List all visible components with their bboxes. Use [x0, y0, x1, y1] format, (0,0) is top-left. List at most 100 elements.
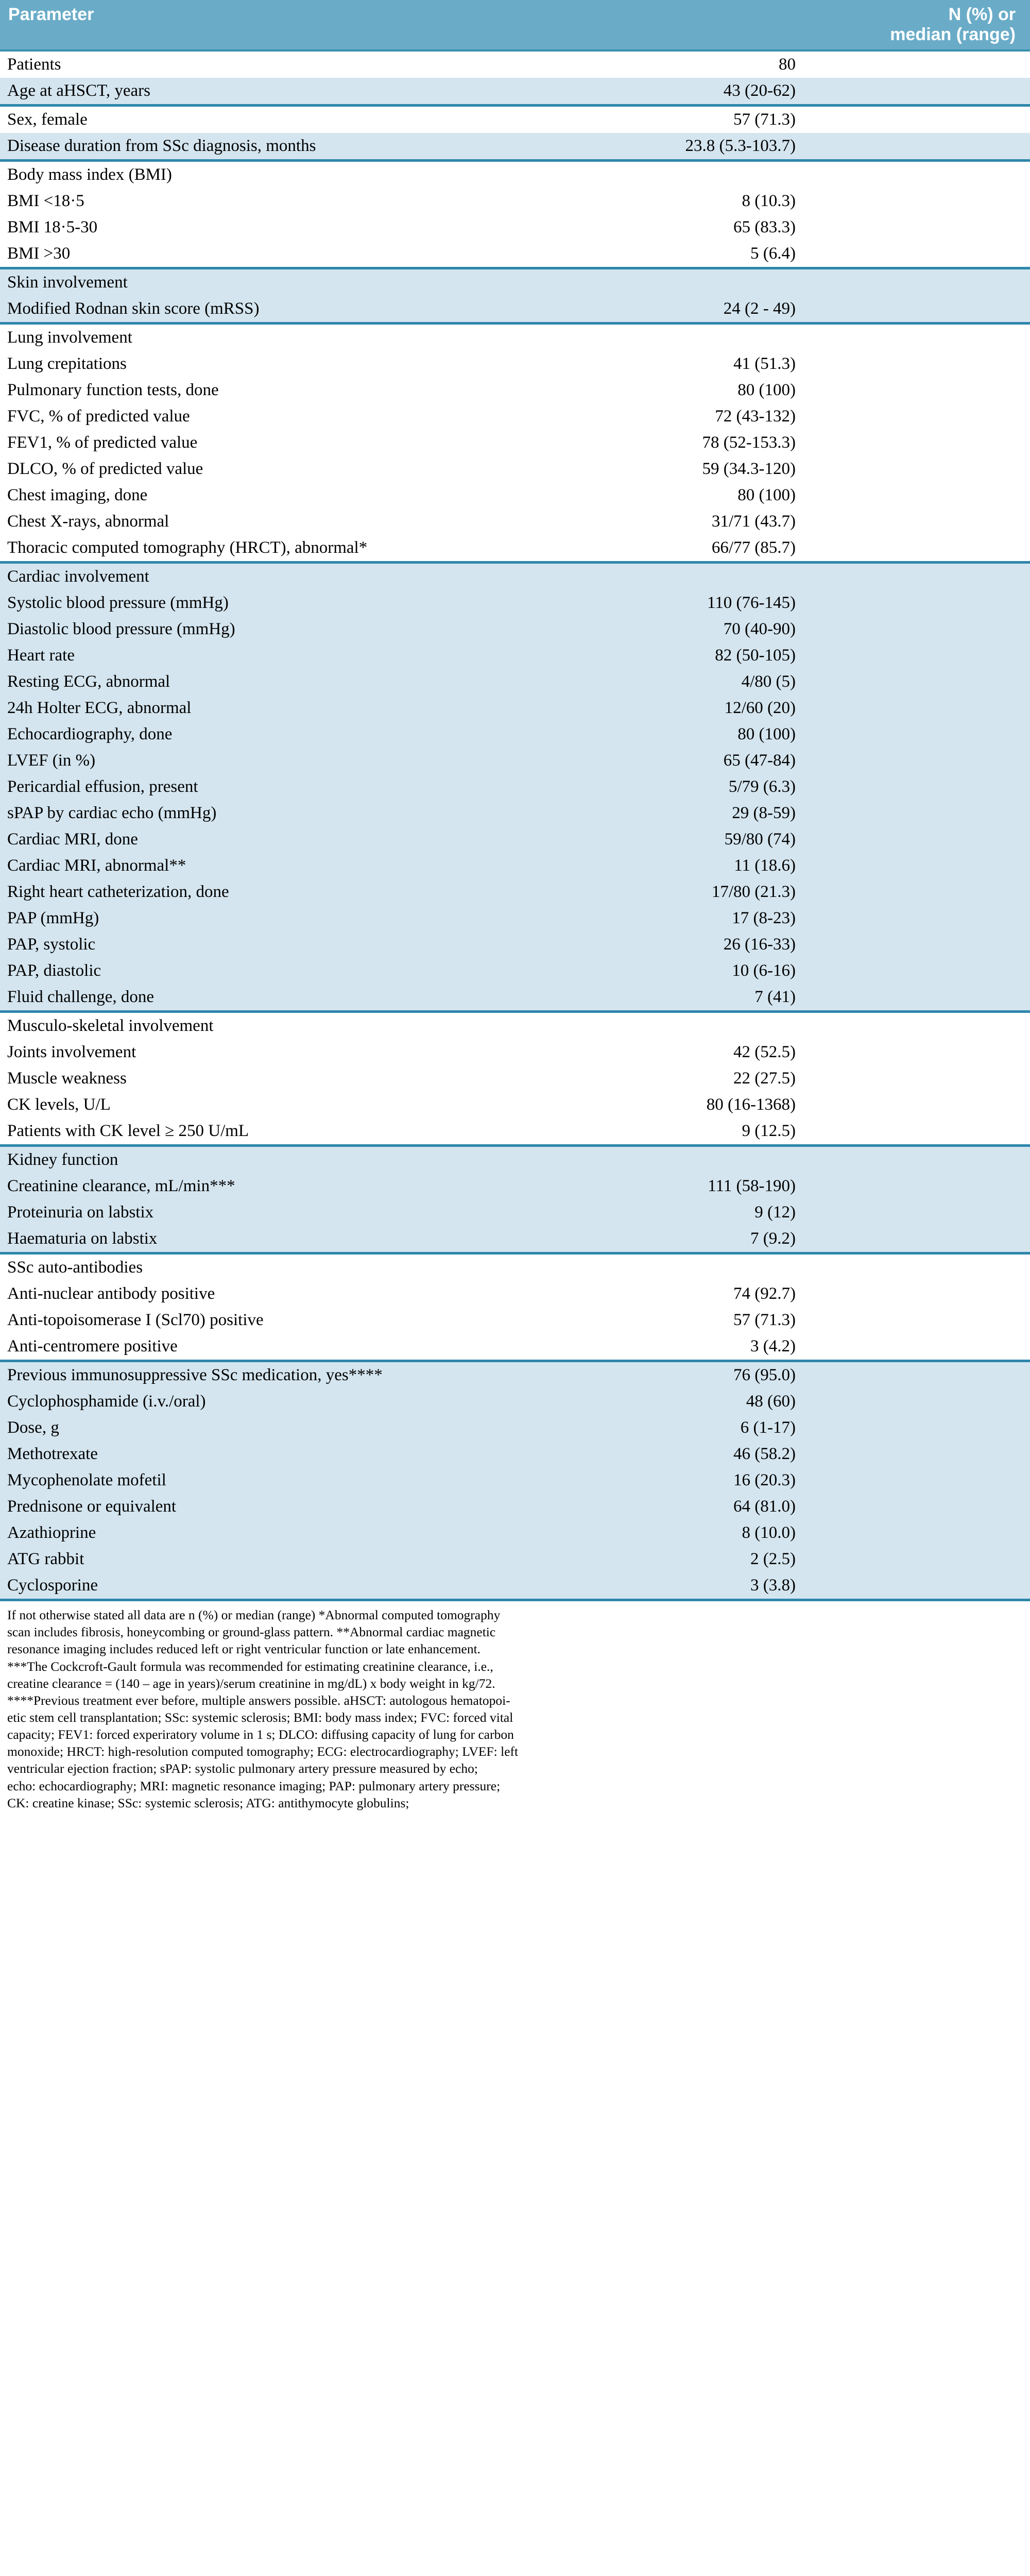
row-parameter-label: Chest imaging, done: [0, 482, 651, 509]
row-value: 80: [651, 50, 1030, 78]
row-parameter-label: Sex, female: [0, 105, 651, 133]
table-row: Anti-centromere positive 3 (4.2): [0, 1333, 1030, 1363]
row-value: 17/80 (21.3): [651, 879, 1030, 906]
table-row: Skin involvement: [0, 268, 1030, 296]
row-value: 24 (2 - 49): [651, 296, 1030, 325]
row-value: 65 (47-84): [651, 748, 1030, 774]
table-row: Previous immunosuppressive SSc medicatio…: [0, 1361, 1030, 1389]
row-parameter-label: Heart rate: [0, 642, 651, 669]
row-value: 9 (12): [651, 1199, 1030, 1226]
row-parameter-label: Anti-centromere positive: [0, 1333, 651, 1363]
row-parameter-label: Methotrexate: [0, 1441, 651, 1468]
footnote-line-9: monoxide; HRCT: high-resolution computed…: [7, 1744, 519, 1759]
row-value: 23.8 (5.3-103.7): [651, 133, 1030, 162]
table-row: Age at aHSCT, years 43 (20-62): [0, 78, 1030, 107]
row-value: 65 (83.3): [651, 214, 1030, 241]
row-parameter-label: Lung crepitations: [0, 351, 651, 378]
table-row: PAP (mmHg) 17 (8-23): [0, 905, 1030, 932]
row-parameter-label: Azathioprine: [0, 1520, 651, 1547]
footnote-line-7: etic stem cell transplantation; SSc: sys…: [7, 1710, 513, 1725]
footnote-line-11: echo: echocardiography; MRI: magnetic re…: [7, 1778, 501, 1793]
row-value: [651, 1145, 1030, 1174]
row-parameter-label: Creatinine clearance, mL/min***: [0, 1173, 651, 1200]
table-row: Lung involvement: [0, 323, 1030, 351]
row-parameter-label: Cyclophosphamide (i.v./oral): [0, 1388, 651, 1415]
row-parameter-label: Echocardiography, done: [0, 721, 651, 748]
row-parameter-label: Diastolic blood pressure (mmHg): [0, 616, 651, 643]
row-value: 57 (71.3): [651, 105, 1030, 133]
row-parameter-label: Disease duration from SSc diagnosis, mon…: [0, 133, 651, 162]
table-body: Patients 80 Age at aHSCT, years 43 (20-62) S…: [0, 50, 1030, 1602]
row-value: 74 (92.7): [651, 1281, 1030, 1308]
row-parameter-label: Joints involvement: [0, 1039, 651, 1066]
footnote-line-10: ventricular ejection fraction; sPAP: sys…: [7, 1761, 478, 1776]
row-value: 70 (40-90): [651, 616, 1030, 643]
row-value: 57 (71.3): [651, 1307, 1030, 1334]
row-parameter-label: Cardiac MRI, abnormal**: [0, 853, 651, 879]
row-parameter-label: PAP, systolic: [0, 931, 651, 958]
row-parameter-label: FEV1, % of predicted value: [0, 430, 651, 456]
row-parameter-label: LVEF (in %): [0, 748, 651, 774]
row-value: 8 (10.0): [651, 1520, 1030, 1547]
table-row: SSc auto-antibodies: [0, 1253, 1030, 1281]
row-parameter-label: sPAP by cardiac echo (mmHg): [0, 800, 651, 827]
row-value: 10 (6-16): [651, 958, 1030, 985]
table-row: Prednisone or equivalent 64 (81.0): [0, 1494, 1030, 1520]
row-value: 80 (16-1368): [651, 1092, 1030, 1118]
footnote-line-4: ***The Cockcroft-Gault formula was recom…: [7, 1658, 493, 1674]
row-parameter-label: Pulmonary function tests, done: [0, 377, 651, 404]
table-row: BMI >30 5 (6.4): [0, 241, 1030, 270]
row-parameter-label: Cardiac MRI, done: [0, 826, 651, 853]
row-value: 8 (10.3): [651, 188, 1030, 215]
row-value: 2 (2.5): [651, 1546, 1030, 1573]
table-row: LVEF (in %) 65 (47-84): [0, 748, 1030, 774]
table-row: 24h Holter ECG, abnormal 12/60 (20): [0, 695, 1030, 722]
table-row: Kidney function: [0, 1145, 1030, 1174]
row-value: 9 (12.5): [651, 1118, 1030, 1147]
table-row: PAP, diastolic 10 (6-16): [0, 958, 1030, 985]
row-parameter-label: CK levels, U/L: [0, 1092, 651, 1118]
table-row: Anti-topoisomerase I (Scl70) positive 57 …: [0, 1307, 1030, 1334]
table-row: Fluid challenge, done 7 (41): [0, 984, 1030, 1013]
row-value: [651, 323, 1030, 351]
table-footnote: If not otherwise stated all data are n (…: [0, 1601, 1030, 1819]
column-header-value: N (%) or median (range): [651, 0, 1030, 51]
row-parameter-label: Fluid challenge, done: [0, 984, 651, 1013]
row-value: 29 (8-59): [651, 800, 1030, 827]
row-parameter-label: ATG rabbit: [0, 1546, 651, 1573]
row-parameter-label: BMI >30: [0, 241, 651, 270]
table-row: Heart rate 82 (50-105): [0, 642, 1030, 669]
row-parameter-label: Kidney function: [0, 1145, 651, 1174]
row-parameter-label: Haematuria on labstix: [0, 1226, 651, 1255]
row-parameter-label: Dose, g: [0, 1415, 651, 1442]
row-value: 12/60 (20): [651, 695, 1030, 722]
table-row: BMI 18·5-30 65 (83.3): [0, 214, 1030, 241]
row-value: 80 (100): [651, 721, 1030, 748]
table-row: Diastolic blood pressure (mmHg) 70 (40-90…: [0, 616, 1030, 643]
table-row: Cardiac MRI, abnormal** 11 (18.6): [0, 853, 1030, 879]
row-value: 80 (100): [651, 482, 1030, 509]
footnote-line-1: If not otherwise stated all data are n (…: [7, 1607, 501, 1623]
row-parameter-label: Modified Rodnan skin score (mRSS): [0, 296, 651, 325]
row-value: 3 (3.8): [651, 1572, 1030, 1602]
column-header-parameter: Parameter: [0, 0, 651, 51]
row-parameter-label: BMI <18·5: [0, 188, 651, 215]
row-parameter-label: PAP (mmHg): [0, 905, 651, 932]
table-row: Right heart catheterization, done 17/80 (…: [0, 879, 1030, 906]
row-parameter-label: Pericardial effusion, present: [0, 774, 651, 801]
row-parameter-label: Cyclosporine: [0, 1572, 651, 1602]
row-parameter-label: Anti-topoisomerase I (Scl70) positive: [0, 1307, 651, 1334]
table-row: Azathioprine 8 (10.0): [0, 1520, 1030, 1547]
row-parameter-label: Muscle weakness: [0, 1065, 651, 1092]
row-parameter-label: Chest X-rays, abnormal: [0, 509, 651, 535]
row-value: 66/77 (85.7): [651, 535, 1030, 564]
table-container: Parameter N (%) or median (range) Patien…: [0, 0, 1030, 1819]
table-row: Pericardial effusion, present 5/79 (6.3): [0, 774, 1030, 801]
row-parameter-label: Previous immunosuppressive SSc medicatio…: [0, 1361, 651, 1389]
footnote-line-6: ****Previous treatment ever before, mult…: [7, 1692, 510, 1708]
table-header-row: Parameter N (%) or median (range): [0, 0, 1030, 51]
table-row: Lung crepitations 41 (51.3): [0, 351, 1030, 378]
table-row: Haematuria on labstix 7 (9.2): [0, 1226, 1030, 1255]
table-row: Mycophenolate mofetil 16 (20.3): [0, 1467, 1030, 1494]
row-parameter-label: Musculo-skeletal involvement: [0, 1011, 651, 1040]
